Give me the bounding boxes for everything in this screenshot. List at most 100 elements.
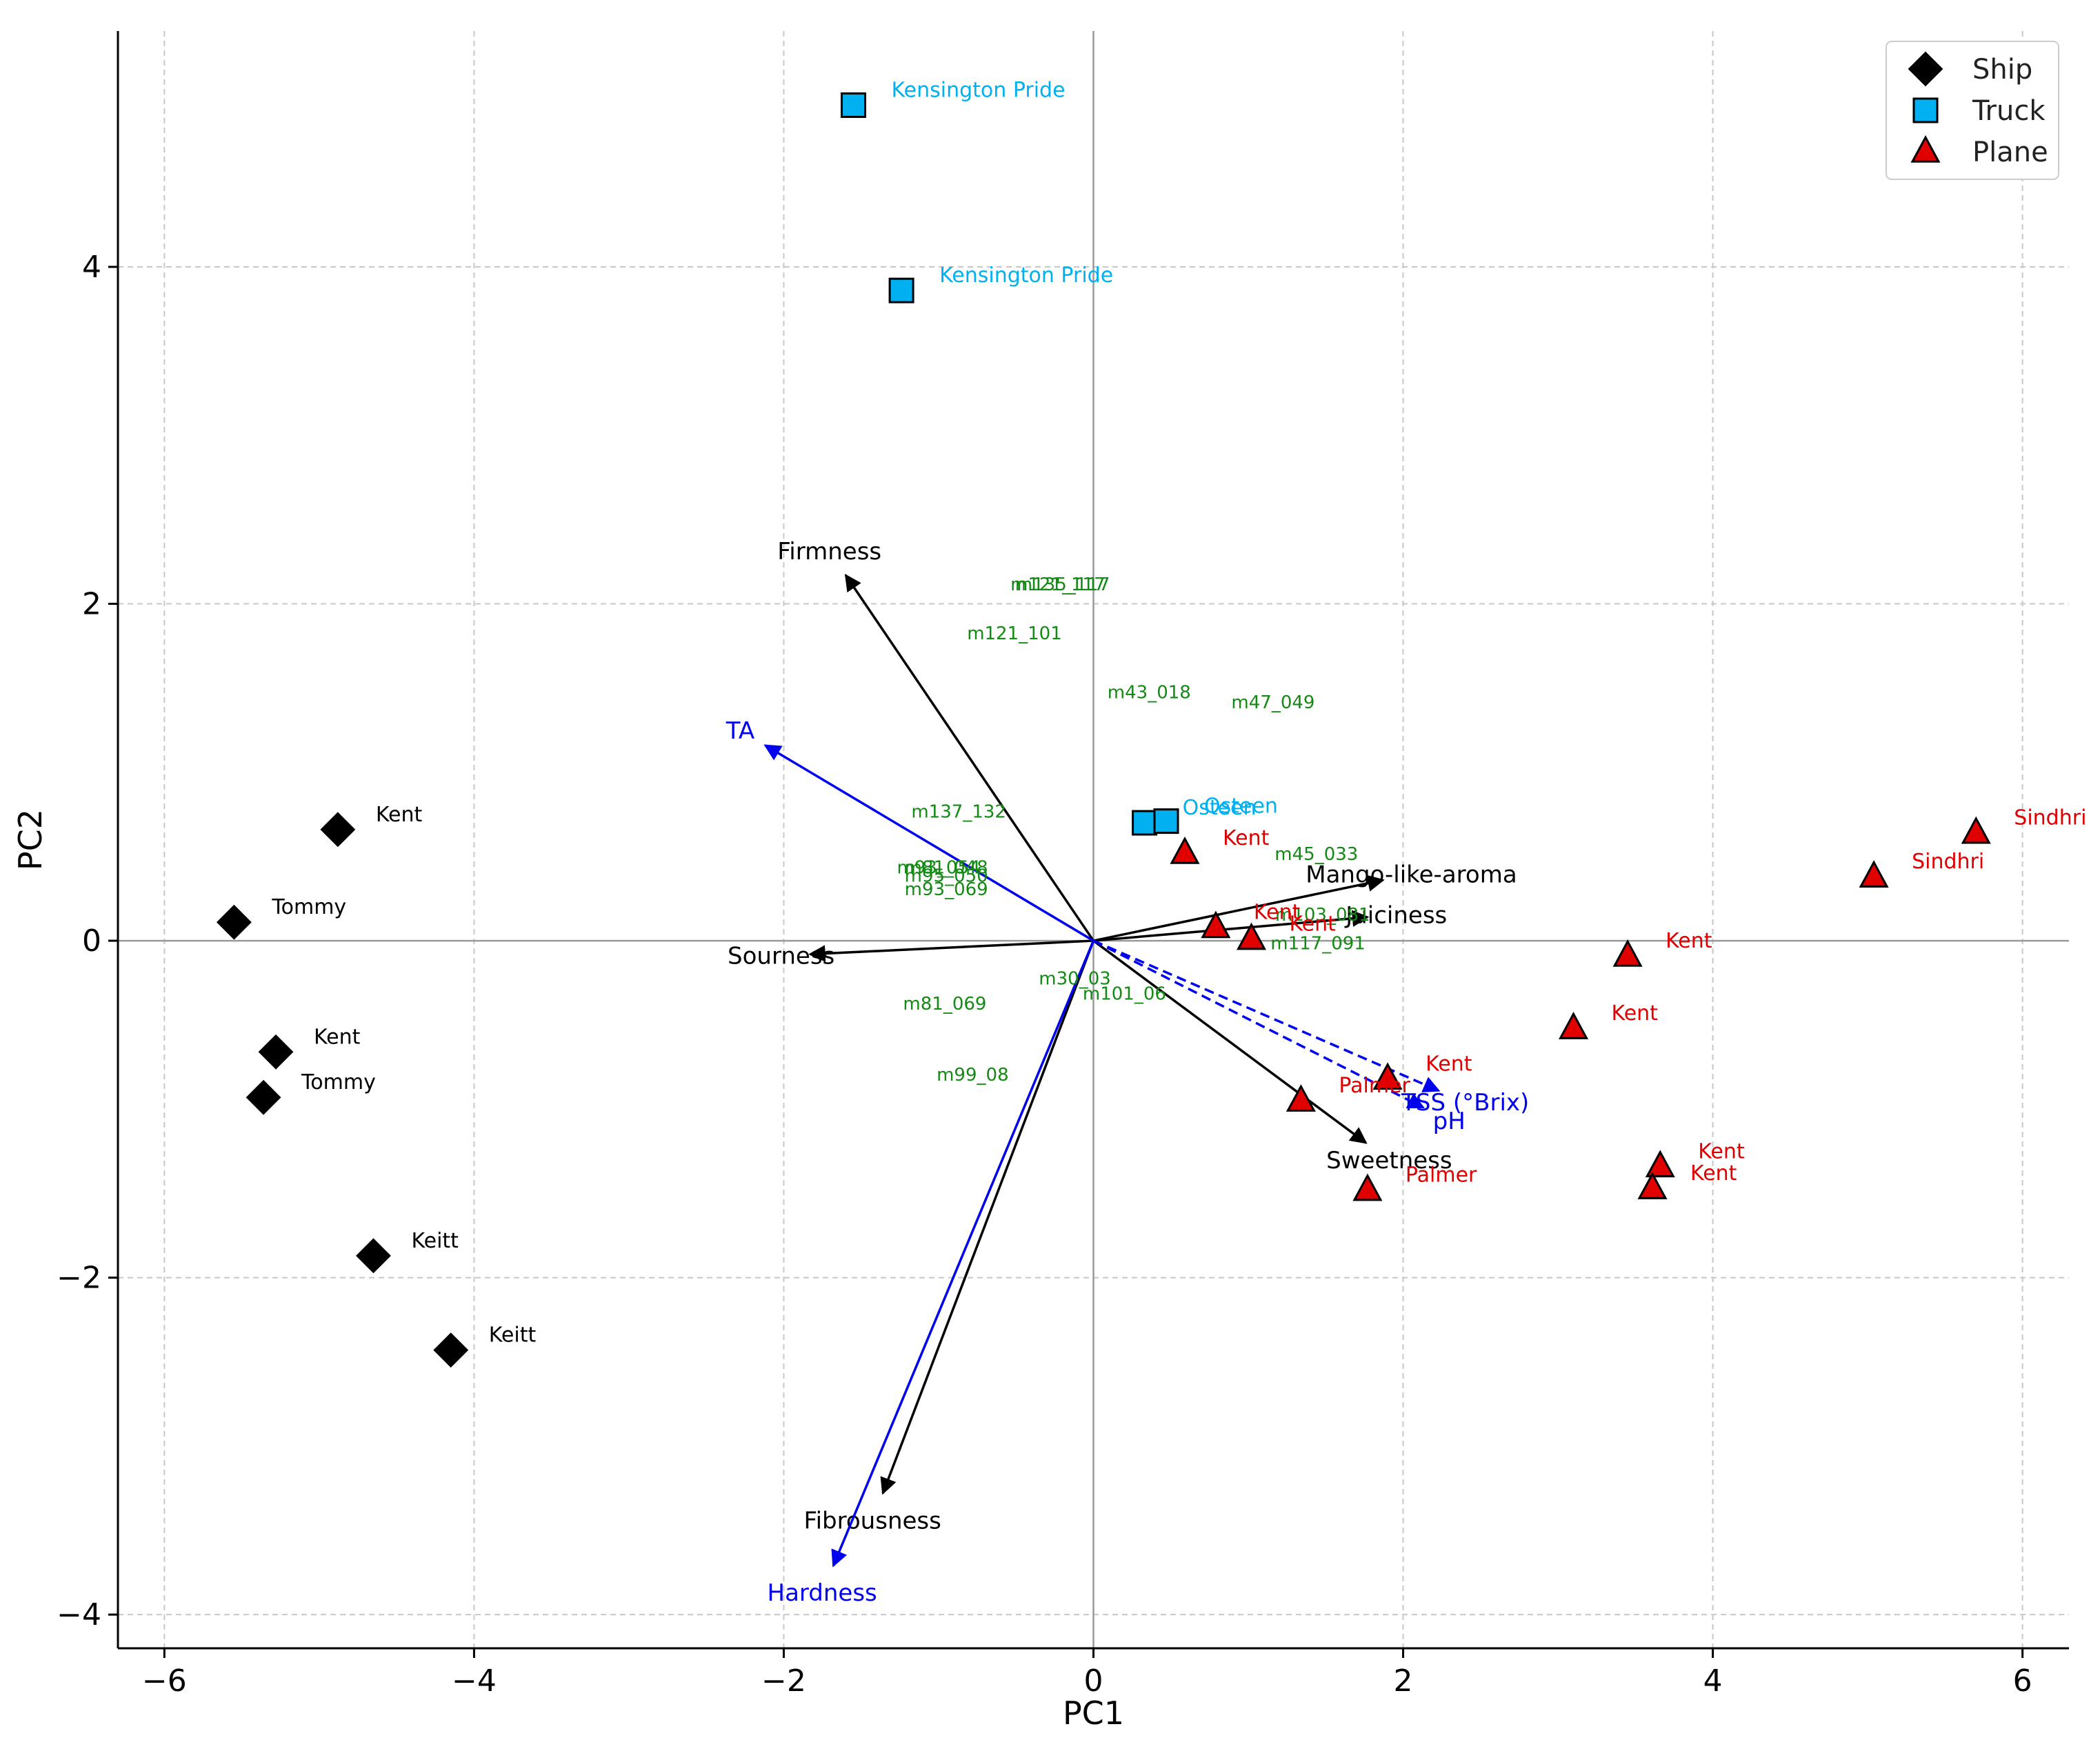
- truck-point-label: Kensington Pride: [891, 78, 1065, 102]
- loading-vectors: Firmness Mango-like-aroma Juiciness Sournes…: [726, 538, 1530, 1607]
- plane-point-label: Kent: [1426, 1052, 1472, 1076]
- sensory-vector-arrow: [808, 939, 1094, 962]
- plane-point-label: Kent: [1698, 1139, 1745, 1163]
- ship-point-label: Tommy: [301, 1070, 376, 1094]
- sensory-vector-label: Mango-like-aroma: [1306, 861, 1517, 889]
- x-tick-label: −6: [142, 1663, 187, 1699]
- ship-point: [258, 1034, 294, 1070]
- x-tick-label: 0: [1084, 1663, 1103, 1699]
- ship-point-label: Keitt: [489, 1323, 537, 1348]
- score-points: Kent Tommy Kent Tommy Keitt Keitt Kensington P…: [216, 78, 2086, 1368]
- sensory-vector-arrow: [1093, 910, 1370, 942]
- truck-point: [840, 92, 866, 118]
- chemistry-vector-arrow: [763, 744, 1094, 942]
- tick-labels: −6 −4 −2 0 2 4 6 −4 −2 0 2 4: [57, 250, 2032, 1699]
- legend-truck-marker: [1912, 97, 1939, 123]
- plane-point: [1559, 1012, 1589, 1039]
- volatile-label: m93_069: [905, 879, 988, 900]
- x-tick-label: −4: [452, 1663, 497, 1699]
- volatile-label: m30_03: [1039, 969, 1111, 990]
- volatile-label: m121_117: [1010, 574, 1106, 595]
- legend-ship-label: Ship: [1972, 54, 2032, 86]
- plane-point-label: Kent: [1690, 1161, 1737, 1186]
- plane-point: [1637, 1172, 1668, 1199]
- plane-point-label: Palmer: [1406, 1163, 1477, 1188]
- legend-truck-label: Truck: [1972, 95, 2046, 127]
- x-tick-label: −2: [761, 1663, 806, 1699]
- volatile-label: m81_048: [905, 857, 988, 878]
- y-tick-label: −2: [57, 1261, 101, 1296]
- legend-ship-marker: [1908, 51, 1943, 87]
- sensory-vector-arrow: [880, 940, 1095, 1495]
- plane-point-label: Kent: [1612, 1001, 1659, 1026]
- chemistry-vector-label: Hardness: [768, 1579, 877, 1607]
- axes: [108, 31, 2069, 1658]
- truck-point: [1132, 810, 1158, 836]
- y-tick-label: 2: [82, 587, 101, 622]
- truck-point: [1153, 808, 1179, 834]
- plane-point: [1645, 1150, 1675, 1178]
- sensory-vector-label: Fibrousness: [804, 1508, 941, 1535]
- chemistry-vector-arrow: [1092, 939, 1425, 1109]
- chemistry-vector-label: pH: [1433, 1108, 1466, 1135]
- legend-plane-label: Plane: [1972, 137, 2048, 168]
- volatile-label: m121_101: [967, 623, 1062, 644]
- volatile-label: m45_033: [1274, 844, 1358, 865]
- y-tick-label: 4: [82, 250, 101, 285]
- truck-point-label: Kensington Pride: [939, 263, 1113, 288]
- ship-point-label: Kent: [376, 803, 423, 827]
- sensory-vector-arrow: [844, 573, 1094, 942]
- sensory-vector-label: Sourness: [728, 943, 834, 970]
- y-tick-label: 0: [82, 923, 101, 959]
- sensory-vector-arrow: [1093, 874, 1385, 942]
- sensory-vector-label: Firmness: [777, 538, 881, 566]
- truck-point: [888, 277, 914, 303]
- plane-point-label: Kent: [1254, 901, 1301, 925]
- legend-plane-marker: [1910, 134, 1941, 163]
- plane-point-label: Kent: [1666, 929, 1712, 953]
- volatile-label: m117_091: [1270, 933, 1366, 954]
- volatile-label: m99_08: [937, 1065, 1009, 1086]
- plane-point-label: Kent: [1223, 826, 1270, 850]
- chemistry-vector-arrow: [1092, 939, 1441, 1092]
- x-axis-title: PC1: [1063, 1694, 1124, 1732]
- y-axis-title: PC2: [12, 809, 49, 870]
- volatile-label: m43_018: [1108, 682, 1191, 703]
- x-tick-label: 2: [1394, 1663, 1413, 1699]
- ship-point-label: Tommy: [271, 895, 346, 919]
- chemistry-vector-arrow: [831, 940, 1095, 1568]
- plane-point-label: Palmer: [1339, 1074, 1410, 1098]
- chemistry-vector-label: TA: [726, 717, 754, 745]
- ship-point: [320, 812, 356, 848]
- plane-point: [1286, 1084, 1316, 1112]
- ship-point: [356, 1238, 391, 1274]
- plane-point: [1170, 836, 1200, 864]
- plane-point: [1236, 922, 1267, 950]
- sensory-vector-label: Sweetness: [1326, 1147, 1452, 1174]
- plane-point: [1859, 860, 1889, 888]
- ship-point: [433, 1332, 469, 1368]
- y-tick-label: −4: [57, 1597, 101, 1632]
- volatile-label: m101_06: [1083, 984, 1166, 1005]
- plane-point-label: Kent: [1290, 912, 1337, 937]
- volatile-label: m103_081: [1275, 905, 1370, 926]
- volatile-label: m81_069: [903, 994, 986, 1014]
- truck-point-label: Osteen: [1204, 794, 1278, 819]
- plane-point: [1352, 1173, 1383, 1201]
- sensory-vector-arrow: [1092, 939, 1368, 1144]
- volatile-label: m93_054: [897, 857, 980, 878]
- volatile-label: m137_132: [911, 802, 1006, 823]
- x-tick-label: 6: [2013, 1663, 2032, 1699]
- ship-point-label: Keitt: [411, 1229, 459, 1253]
- plane-point: [1961, 816, 1991, 844]
- volatile-label: m47_049: [1231, 692, 1314, 713]
- plane-point-label: Sindhri: [1912, 850, 1984, 874]
- plane-point-label: Sindhri: [2014, 806, 2086, 830]
- ship-point: [246, 1079, 281, 1115]
- ship-point-label: Kent: [314, 1025, 361, 1049]
- x-tick-label: 4: [1703, 1663, 1723, 1699]
- plane-point: [1201, 910, 1231, 939]
- ship-point: [216, 904, 252, 940]
